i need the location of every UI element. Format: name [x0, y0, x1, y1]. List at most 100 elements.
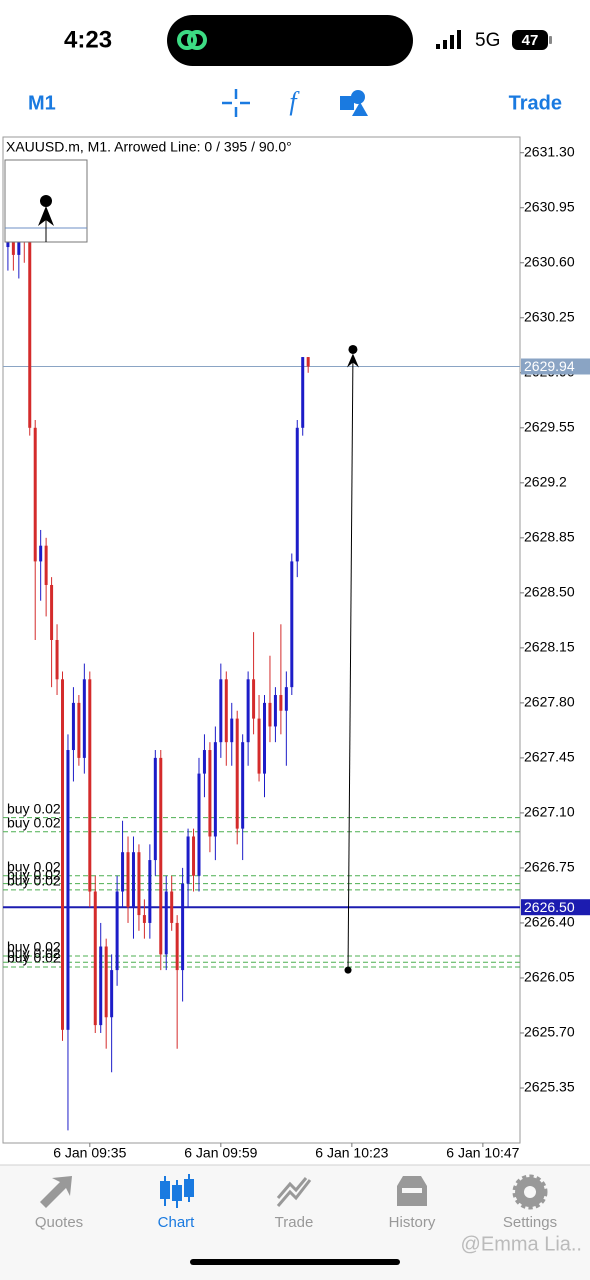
- candle-body: [39, 545, 43, 562]
- tab-label[interactable]: Trade: [275, 1214, 314, 1231]
- watermark: @Emma Lia..: [461, 1233, 582, 1255]
- arrow-start: [344, 966, 352, 974]
- settings-icon: [512, 1174, 548, 1210]
- y-tick-label: 2626.75: [524, 859, 575, 875]
- candle-body: [197, 773, 201, 876]
- candle-body: [295, 427, 299, 562]
- order-label: buy 0.02: [7, 873, 61, 889]
- battery: [512, 30, 548, 50]
- tab-label[interactable]: Quotes: [35, 1214, 83, 1231]
- order-label: buy 0.02: [7, 866, 61, 882]
- indicators-button[interactable]: f: [289, 87, 300, 116]
- candle-body: [137, 852, 141, 916]
- y-tick-label: 2629.55: [524, 419, 575, 435]
- arrow-head-dot: [348, 344, 358, 354]
- network: 5G: [475, 30, 500, 51]
- order-label: buy 0.02: [7, 945, 61, 961]
- candle-body: [284, 687, 288, 711]
- y-tick-label: 2627.10: [524, 804, 575, 820]
- candle-body: [268, 702, 272, 727]
- candle-body: [126, 852, 130, 908]
- candle-body: [148, 860, 152, 923]
- candle-body: [186, 836, 190, 884]
- price-tag: [521, 358, 590, 375]
- candle-body: [115, 891, 119, 971]
- candle-body: [175, 922, 179, 971]
- price-tag: [521, 899, 590, 916]
- timeframe-button[interactable]: M1: [28, 92, 56, 114]
- y-tick-label: 2630.95: [524, 198, 575, 214]
- candle-body: [213, 742, 217, 837]
- candle-body: [230, 718, 234, 743]
- preview-box: [4, 159, 88, 243]
- candle-body: [164, 891, 168, 955]
- candle-body: [219, 679, 223, 743]
- quotes-icon: [40, 1176, 72, 1208]
- candle-body: [142, 915, 146, 923]
- candle-body: [71, 702, 75, 751]
- clock: 4:23: [64, 26, 112, 53]
- y-tick-label: 2627.45: [524, 749, 575, 765]
- candle-body: [66, 750, 70, 1030]
- chart-icon: [160, 1174, 194, 1208]
- candle-body: [50, 584, 54, 640]
- arrowed-line: [347, 355, 354, 971]
- candle-body: [153, 757, 157, 861]
- candle-body: [301, 357, 305, 428]
- candle-body: [11, 231, 15, 255]
- y-tick-label: 2628.85: [524, 529, 575, 545]
- tab-label[interactable]: Chart: [158, 1214, 196, 1231]
- candle-body: [208, 750, 212, 837]
- candle-body: [202, 750, 206, 774]
- y-tick-label: 2629.2: [524, 474, 567, 490]
- candle-body: [28, 239, 32, 428]
- order-label: buy 0.02: [7, 939, 61, 955]
- candle-body: [252, 679, 256, 719]
- candle-body: [170, 891, 174, 923]
- trade-icon: [276, 1177, 312, 1207]
- order-label: buy 0.02: [7, 950, 61, 966]
- candle-body: [224, 679, 228, 743]
- objects-button[interactable]: [340, 90, 368, 116]
- order-label: buy 0.02: [7, 858, 61, 874]
- candle-body: [246, 679, 250, 743]
- trade-button[interactable]: Trade: [509, 92, 562, 114]
- y-tick-label: 2625.70: [524, 1024, 575, 1040]
- candle-body: [61, 679, 65, 1030]
- y-tick-label: 2625.35: [524, 1079, 575, 1095]
- order-label: buy 0.02: [7, 814, 61, 830]
- signal-icon: [436, 30, 461, 49]
- candle-body: [279, 695, 283, 711]
- crosshair-button[interactable]: [222, 89, 250, 117]
- tab-label[interactable]: Settings: [503, 1214, 557, 1231]
- x-tick-label: 6 Jan 09:35: [53, 1145, 126, 1161]
- candle-body: [290, 561, 294, 688]
- order-label: buy 0.02: [7, 800, 61, 816]
- price-tag-label: 2629.94: [524, 358, 575, 374]
- x-tick-label: 6 Jan 10:47: [446, 1145, 519, 1161]
- candle-body: [263, 702, 267, 774]
- dynamic-island: [167, 15, 413, 66]
- candle-body: [241, 742, 245, 829]
- battery-tip: [549, 36, 552, 44]
- history-icon: [397, 1176, 427, 1206]
- arrow-head: [346, 353, 359, 368]
- candle-body: [306, 357, 310, 367]
- plot-frame: [2, 136, 521, 1144]
- candle-body: [77, 702, 81, 758]
- y-tick-label: 2626.05: [524, 969, 575, 985]
- island-icon: [177, 30, 207, 50]
- candle-body: [192, 836, 196, 876]
- price-tag-label: 2626.50: [524, 899, 575, 915]
- tab-label[interactable]: History: [389, 1214, 436, 1231]
- candle-body: [235, 718, 239, 829]
- candle-body: [159, 757, 163, 955]
- candle-body: [131, 852, 135, 908]
- y-tick-label: 2631.30: [524, 143, 575, 159]
- y-tick-label: 2627.80: [524, 694, 575, 710]
- y-tick-label: 2630.60: [524, 253, 575, 269]
- candle-body: [181, 883, 185, 971]
- candle-body: [257, 718, 261, 774]
